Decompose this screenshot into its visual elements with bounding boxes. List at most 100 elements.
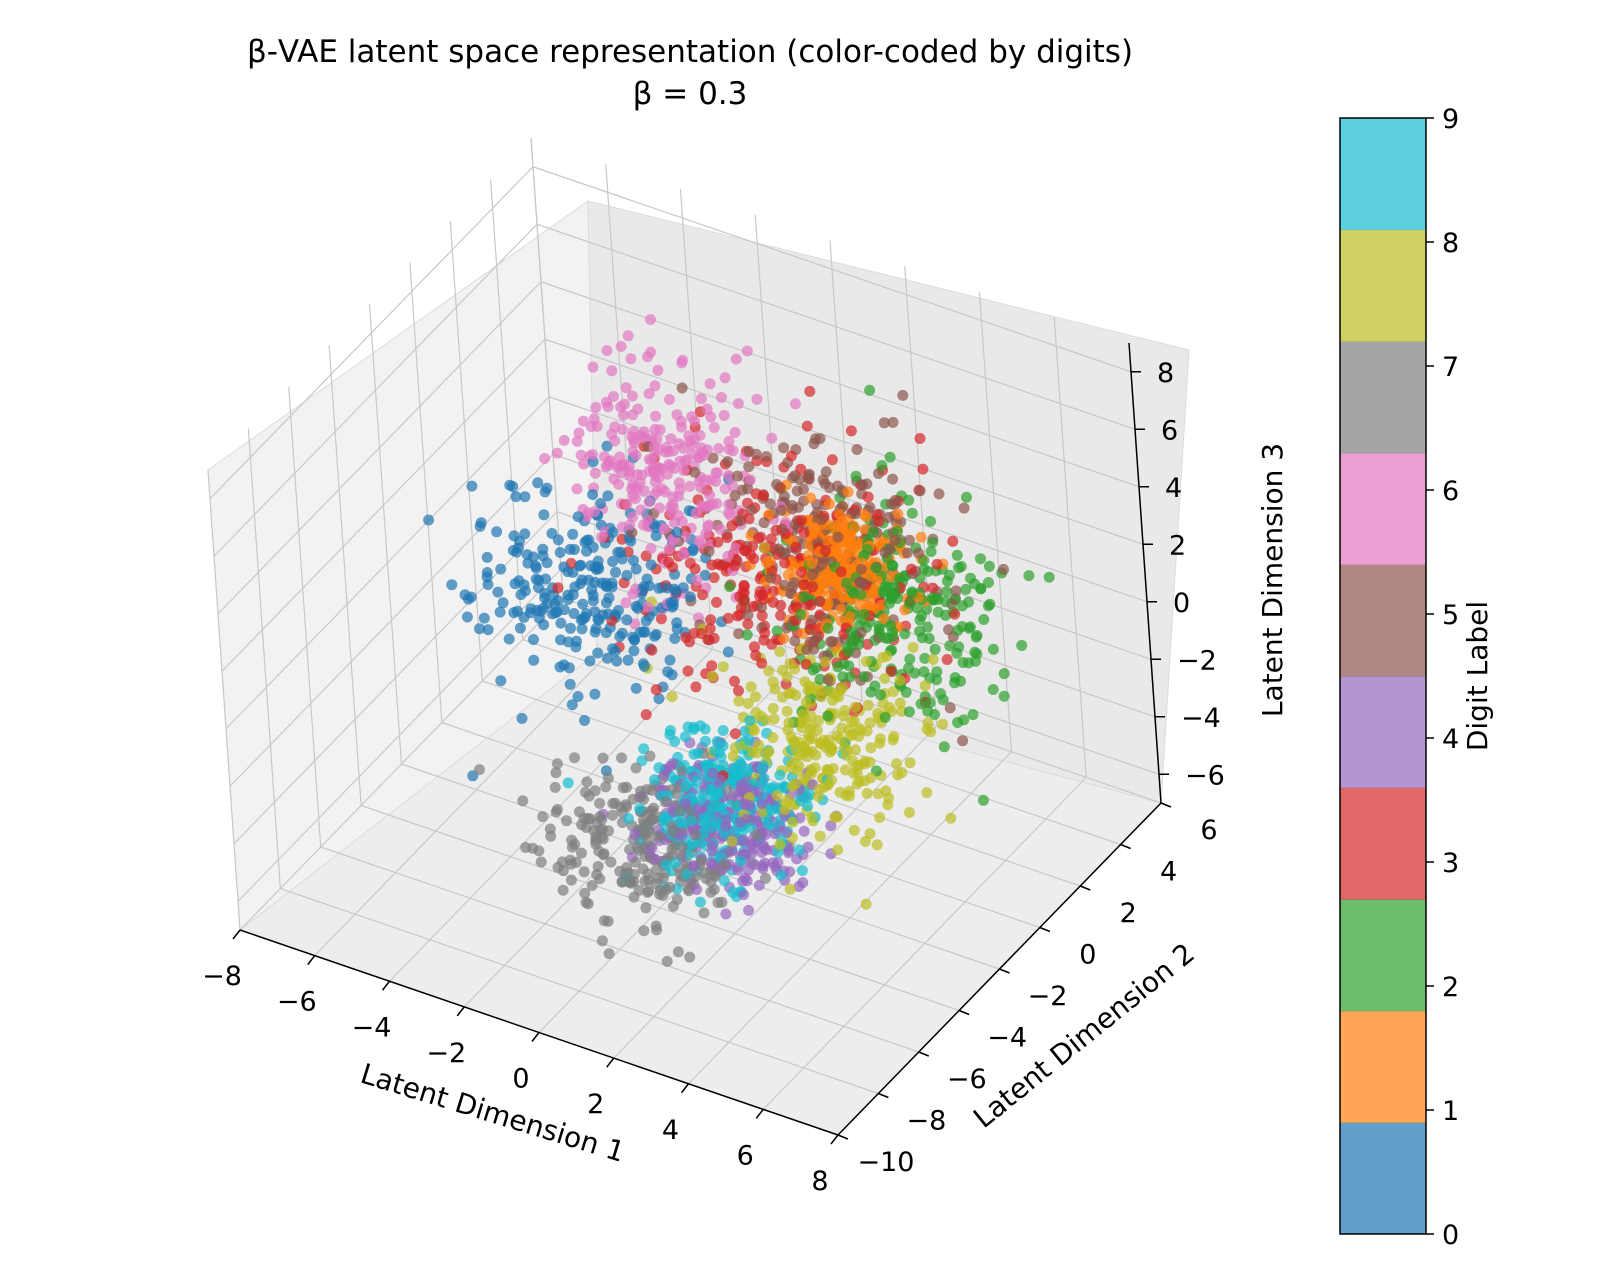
scatter-point-digit-8 (840, 789, 852, 801)
gridline-side-y (368, 303, 403, 765)
scatter-point-digit-2 (771, 625, 783, 637)
scatter-point-digit-7 (616, 875, 628, 887)
gridline-side-z (225, 396, 550, 730)
scatter-point-digit-8 (879, 673, 891, 684)
scatter-point-digit-2 (904, 597, 916, 609)
gridline-side-y (328, 345, 362, 806)
scatter-point-digit-7 (596, 823, 608, 835)
scatter-point-digit-6 (663, 394, 675, 405)
scatter-point-digit-2 (867, 526, 879, 538)
scatter-point-digit-0 (616, 627, 628, 639)
scatter-point-digit-2 (961, 491, 972, 503)
scatter-point-digit-0 (601, 440, 613, 452)
scatter-point-digit-8 (666, 691, 678, 703)
scatter-point-digit-9 (699, 735, 711, 747)
scatter-point-digit-6 (626, 431, 638, 443)
scatter-point-digit-2 (938, 741, 950, 753)
scatter-point-digit-0 (595, 498, 607, 509)
scatter-point-digit-6 (695, 442, 707, 454)
scatter-point-digit-0 (510, 491, 522, 503)
scatter-point-digit-2 (850, 470, 862, 482)
scatter-point-digit-1 (842, 486, 854, 498)
colorbar-tick-label: 8 (1442, 228, 1459, 259)
scatter-point-digit-9 (691, 775, 703, 787)
scatter-point-digit-9 (634, 803, 646, 815)
scatter-point-digit-4 (825, 820, 837, 832)
scatter-point-digit-0 (576, 623, 588, 635)
scatter-point-digit-0 (587, 595, 599, 607)
scatter-point-digit-2 (869, 680, 881, 692)
scatter-point-digit-4 (797, 877, 809, 889)
scatter-point-digit-6 (652, 364, 664, 376)
scatter-point-digit-2 (987, 643, 999, 655)
scatter-point-digit-5 (773, 543, 785, 555)
scatter-point-digit-5 (746, 504, 758, 516)
scatter-point-digit-4 (743, 904, 755, 916)
scatter-point-digit-0 (508, 607, 520, 619)
scatter-point-digit-6 (708, 422, 720, 433)
scatter-point-digit-3 (704, 623, 716, 635)
scatter-point-digit-6 (649, 476, 661, 488)
scatter-point-digit-0 (722, 646, 734, 658)
scatter-point-digit-9 (638, 743, 650, 755)
scatter-point-digit-3 (702, 634, 714, 645)
scatter-point-digit-3 (722, 612, 734, 624)
scatter-point-digit-7 (674, 805, 686, 817)
scatter-point-digit-8 (927, 653, 939, 665)
scatter-point-digit-8 (860, 656, 872, 667)
scatter-point-digit-6 (703, 500, 715, 512)
scatter-point-digit-3 (552, 582, 564, 594)
scatter-point-digit-8 (877, 652, 889, 663)
scatter-point-digit-5 (878, 417, 890, 429)
scatter-point-digit-7 (652, 831, 664, 843)
scatter-point-digit-8 (767, 732, 779, 744)
scatter-point-digit-6 (618, 398, 630, 410)
scatter-point-digit-6 (645, 314, 656, 325)
scatter-point-digit-6 (575, 449, 587, 461)
scatter-point-digit-0 (567, 566, 579, 578)
scatter-point-digit-8 (755, 710, 767, 722)
scatter-point-digit-0 (532, 582, 544, 593)
scatter-point-digit-3 (748, 553, 760, 565)
scatter-point-digit-7 (638, 925, 650, 937)
scatter-point-digit-2 (944, 569, 955, 581)
scatter-point-digit-9 (761, 784, 773, 795)
scatter-point-digit-4 (802, 841, 814, 853)
scatter-point-digit-6 (624, 519, 636, 531)
scatter-point-digit-5 (944, 702, 956, 714)
scatter-point-digit-2 (998, 668, 1010, 680)
scatter-point-digit-9 (744, 715, 756, 727)
scatter-point-digit-4 (741, 875, 753, 887)
scatter-point-digit-3 (796, 514, 808, 526)
scatter-point-digit-6 (651, 434, 663, 446)
scatter-point-digit-8 (880, 785, 892, 797)
x-tick-label: −6 (277, 987, 317, 1018)
scatter-point-digit-0 (446, 579, 458, 591)
scatter-point-digit-2 (884, 451, 896, 463)
scatter-point-digit-5 (806, 569, 818, 581)
scatter-point-digit-0 (565, 622, 576, 634)
scatter-point-digit-6 (627, 409, 639, 421)
scatter-point-digit-0 (634, 626, 646, 638)
y-tick-label: −10 (858, 1147, 915, 1178)
gridline-back-z (532, 166, 1132, 373)
colorbar-tick-label: 4 (1442, 724, 1459, 755)
y-tick-mark (1160, 802, 1172, 808)
scatter-point-digit-7 (698, 907, 710, 919)
scatter-point-digit-2 (951, 647, 963, 659)
scatter-point-digit-3 (690, 681, 702, 693)
scatter-point-digit-8 (771, 789, 783, 801)
scatter-point-digit-5 (703, 546, 715, 557)
scatter-point-digit-3 (708, 572, 720, 584)
scatter-point-digit-8 (742, 698, 754, 709)
colorbar-tick-label: 1 (1442, 1096, 1459, 1127)
scatter-point-digit-0 (661, 582, 673, 594)
scatter-point-digit-2 (848, 587, 860, 599)
scatter-point-digit-2 (903, 494, 915, 506)
scatter-point-digit-4 (720, 908, 732, 920)
scatter-point-digit-6 (695, 393, 707, 405)
scatter-point-digit-2 (724, 581, 736, 593)
scatter-point-digit-7 (579, 887, 591, 899)
colorbar-label: Digit Label (1461, 601, 1494, 751)
scatter-point-digit-7 (638, 794, 650, 805)
